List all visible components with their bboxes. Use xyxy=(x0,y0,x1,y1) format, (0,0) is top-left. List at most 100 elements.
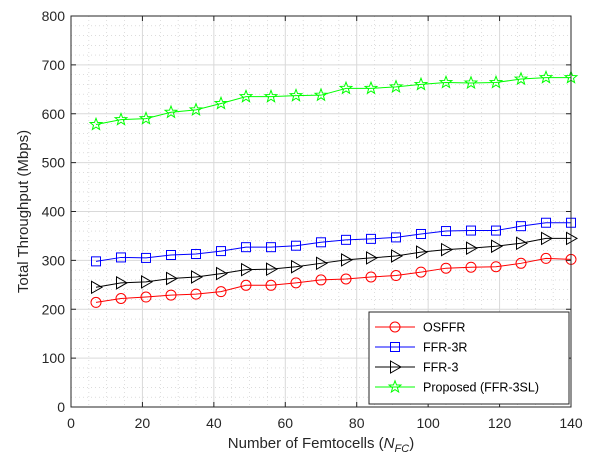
x-tick-label: 100 xyxy=(416,415,440,431)
data-point xyxy=(541,217,551,228)
x-tick-label: 40 xyxy=(206,415,222,431)
data-point xyxy=(465,261,477,273)
series-proposed-ffr-3sl xyxy=(88,69,579,131)
data-point xyxy=(540,252,552,264)
data-point xyxy=(438,74,454,89)
series-ffr-3 xyxy=(91,231,579,295)
data-point xyxy=(265,279,277,291)
series-line xyxy=(95,257,572,303)
data-point xyxy=(288,88,304,102)
x-axis-label-variable: N xyxy=(384,435,395,452)
data-point xyxy=(466,241,479,256)
x-tick-label: 0 xyxy=(67,415,75,431)
legend-marker xyxy=(389,321,401,333)
data-point xyxy=(516,236,529,251)
data-point xyxy=(216,246,226,257)
data-point xyxy=(116,275,129,290)
data-point xyxy=(316,237,326,248)
y-tick-label: 500 xyxy=(42,155,66,171)
y-tick-label: 200 xyxy=(42,301,66,317)
data-point xyxy=(391,232,401,243)
series-layer xyxy=(88,69,579,308)
y-tick-label: 800 xyxy=(42,8,66,24)
data-point xyxy=(165,289,177,301)
data-point xyxy=(291,259,304,274)
data-point xyxy=(366,251,379,265)
y-axis-label: Total Throughput (Mbps) xyxy=(15,130,32,293)
y-tick-label: 700 xyxy=(42,57,66,73)
data-point xyxy=(338,80,354,95)
data-point xyxy=(315,274,327,286)
x-tick-label: 60 xyxy=(277,415,293,431)
data-point xyxy=(163,104,179,119)
x-axis-label-close: ) xyxy=(409,435,414,452)
data-point xyxy=(316,256,329,271)
data-point xyxy=(513,71,529,86)
data-point xyxy=(138,111,154,125)
legend-marker xyxy=(387,379,403,394)
data-point xyxy=(541,231,554,246)
data-point xyxy=(566,231,579,246)
data-point xyxy=(190,288,202,300)
x-axis-label-subscript: FC xyxy=(395,443,410,455)
legend-label: FFR-3 xyxy=(423,361,458,375)
series-osffr xyxy=(90,252,577,308)
data-point xyxy=(263,89,279,103)
data-point xyxy=(216,266,229,281)
data-point xyxy=(240,279,252,291)
data-point xyxy=(141,275,154,289)
data-point xyxy=(390,270,402,282)
data-point xyxy=(516,221,526,232)
legend-label: Proposed (FFR-3SL) xyxy=(423,381,539,395)
legend-label: FFR-3R xyxy=(423,341,467,355)
data-point xyxy=(166,249,176,260)
data-point xyxy=(241,242,251,253)
data-point xyxy=(491,239,504,254)
data-point xyxy=(266,242,276,253)
y-tick-label: 100 xyxy=(42,350,66,366)
data-point xyxy=(188,102,204,117)
y-tick-label: 400 xyxy=(42,204,66,220)
data-point xyxy=(340,273,352,285)
data-point xyxy=(90,296,102,308)
data-point xyxy=(91,256,101,267)
data-point xyxy=(538,69,554,84)
data-point xyxy=(341,234,351,245)
data-point xyxy=(466,225,476,236)
x-tick-label: 80 xyxy=(349,415,365,431)
legend-marker xyxy=(390,342,400,352)
data-point xyxy=(290,277,302,289)
data-point xyxy=(116,252,126,263)
minor-grid xyxy=(71,16,571,407)
data-point xyxy=(191,270,204,284)
data-point xyxy=(141,252,151,263)
data-point xyxy=(491,225,501,236)
data-point xyxy=(463,75,479,90)
data-point xyxy=(363,80,379,95)
data-point xyxy=(391,249,404,263)
data-point xyxy=(291,240,301,251)
data-point xyxy=(366,233,376,244)
data-point xyxy=(191,249,201,260)
data-point xyxy=(490,261,502,273)
axis-ticks: 0 20 40 60 80 100 120 140 0 100 200 300 400 500 600 700… xyxy=(42,8,583,431)
series-ffr-3r xyxy=(91,217,576,267)
data-point xyxy=(441,226,451,237)
y-tick-label: 600 xyxy=(42,106,66,122)
data-point xyxy=(238,89,254,103)
legend: OSFFR FFR-3R FFR-3 Proposed (FFR-3SL) xyxy=(368,311,570,405)
data-point xyxy=(415,266,427,278)
x-axis-label-text: Number of Femtocells ( xyxy=(228,435,384,452)
data-point xyxy=(91,280,104,295)
data-point xyxy=(140,291,152,303)
data-point xyxy=(166,271,179,286)
data-point xyxy=(215,286,227,298)
data-point xyxy=(416,245,429,259)
data-point xyxy=(413,76,429,91)
data-point xyxy=(440,262,452,274)
data-point xyxy=(313,87,329,102)
data-point xyxy=(88,116,104,131)
data-point xyxy=(113,111,129,126)
data-point xyxy=(241,262,254,277)
